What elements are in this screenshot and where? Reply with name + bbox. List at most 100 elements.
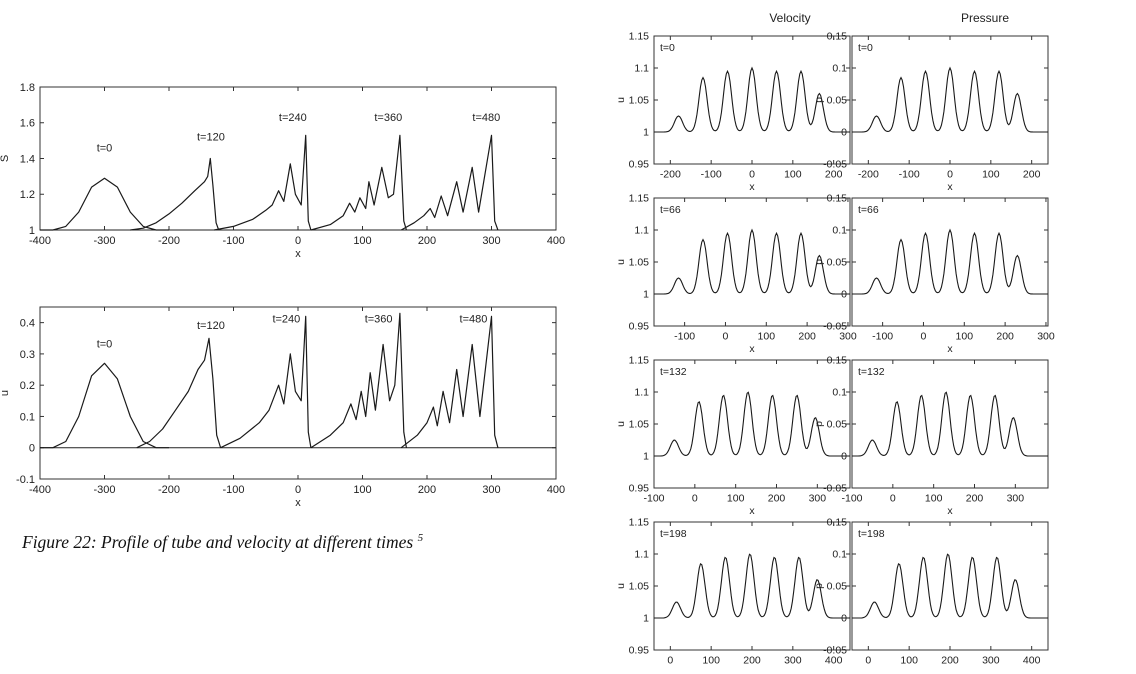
caption-text: Figure 22: Profile of tube and velocity … <box>22 532 414 552</box>
vel-t0-ylabel: u <box>615 97 627 103</box>
vel-t66-ylabel: u <box>615 259 627 265</box>
vel-t66-xtick-label: 100 <box>758 331 776 343</box>
vel-t132-curve <box>654 391 850 457</box>
vel-t132-xlabel: x <box>749 505 755 517</box>
pres-t0-xtick-label: -100 <box>899 169 920 181</box>
pres-t0-xtick-label: -200 <box>858 169 879 181</box>
u-profile-xtick-label: -300 <box>93 484 115 496</box>
S-profile-xtick-label: 0 <box>295 235 301 247</box>
vel-t132-ytick-label: 0.95 <box>629 483 650 495</box>
S-profile-xtick-label: 200 <box>418 235 436 247</box>
u-profile-series-3 <box>310 312 407 449</box>
pres-t132-ytick-label: -0.05 <box>823 483 847 495</box>
u-profile-xtick-label: 300 <box>482 484 500 496</box>
vel-t198-xtick-label: 400 <box>825 655 843 667</box>
vel-t132-ytick-label: 1.05 <box>629 419 650 431</box>
S-profile-series-3 <box>310 134 407 231</box>
velocity-column-title: Velocity <box>769 11 810 25</box>
pres-t198-xtick-label: 200 <box>941 655 959 667</box>
S-profile-ytick-label: 1 <box>29 225 35 237</box>
pres-t132-curve <box>852 391 1048 457</box>
vel-t66-xtick-label: 300 <box>839 331 857 343</box>
u-profile-xtick-label: -200 <box>158 484 180 496</box>
pres-t0-ylabel: p <box>813 97 825 103</box>
pres-t132-frame <box>851 359 1049 489</box>
u-profile-xtick-label: -100 <box>222 484 244 496</box>
u-profile-xtick-label: 200 <box>418 484 436 496</box>
vel-t198-ytick-label: 1.1 <box>634 549 649 561</box>
pres-t66-xtick-label: 0 <box>921 331 927 343</box>
S-profile-ytick-label: 1.8 <box>20 82 35 94</box>
vel-t0-ytick-label: 1.15 <box>629 31 650 43</box>
pres-t198-curve <box>852 553 1048 619</box>
u-profile-time-label: t=240 <box>272 314 300 326</box>
pres-t198-xtick-label: 300 <box>982 655 1000 667</box>
pres-t0-curve <box>852 66 1048 133</box>
pres-t66-xtick-label: 300 <box>1037 331 1055 343</box>
vel-t0-ytick-label: 0.95 <box>629 159 650 171</box>
vel-t198-plot: 0 100 200 300 400 0.95 1 1.05 1.1 1.15 u t=198 <box>615 517 851 667</box>
vel-t132-xtick-label: -100 <box>643 493 664 505</box>
S-profile-ytick-label: 1.4 <box>20 153 35 165</box>
vel-t0-xtick-label: 200 <box>825 169 843 181</box>
S-profile-xtick-label: 100 <box>353 235 371 247</box>
vel-t198-ylabel: u <box>615 583 627 589</box>
pres-t0-ytick-label: 0 <box>841 127 847 139</box>
vel-t198-ytick-label: 0.95 <box>629 645 650 657</box>
pres-t132-ylabel: p <box>813 421 825 427</box>
vel-t66-plot: -100 0 100 200 300 0.95 1 1.05 1.1 1.15 x u t=66 <box>615 193 857 355</box>
vel-t132-ytick-label: 1 <box>643 451 649 463</box>
vel-t198-ytick-label: 1 <box>643 613 649 625</box>
S-profile-xtick-label: -200 <box>158 235 180 247</box>
vel-t132-ytick-label: 1.15 <box>629 355 650 367</box>
u-profile-series-2 <box>220 315 312 449</box>
u-profile-ytick-label: 0 <box>29 443 35 455</box>
pres-t132-ytick-label: 0.1 <box>832 387 847 399</box>
pres-t198-ytick-label: 0.1 <box>832 549 847 561</box>
S-profile-time-label: t=240 <box>279 112 307 124</box>
pres-t132-time-label: t=132 <box>858 366 885 378</box>
pres-t66-ytick-label: 0.15 <box>827 193 848 205</box>
pres-t0-ytick-label: 0.05 <box>827 95 848 107</box>
pres-t132-ytick-label: 0 <box>841 451 847 463</box>
pres-t198-xtick-label: 0 <box>865 655 871 667</box>
pres-t0-xtick-label: 0 <box>947 169 953 181</box>
S-profile-time-label: t=0 <box>97 142 113 154</box>
vel-t66-xtick-label: -100 <box>674 331 695 343</box>
vel-t132-time-label: t=132 <box>660 366 687 378</box>
u-profile-ytick-label: -0.1 <box>16 474 35 486</box>
u-profile-ytick-label: 0.4 <box>20 317 35 329</box>
vel-t66-xtick-label: 200 <box>798 331 816 343</box>
vel-t0-xtick-label: -200 <box>660 169 681 181</box>
pres-t66-xlabel: x <box>947 343 953 355</box>
S-profile-time-label: t=120 <box>197 132 225 144</box>
pres-t198-time-label: t=198 <box>858 528 885 540</box>
pres-t66-frame <box>851 197 1049 327</box>
pres-t66-ylabel: p <box>813 259 825 265</box>
vel-t132-xtick-label: 100 <box>727 493 745 505</box>
vel-t132-plot: -100 0 100 200 300 0.95 1 1.05 1.1 1.15 x u t=132 <box>615 355 851 517</box>
vel-t198-ytick-label: 1.05 <box>629 581 650 593</box>
S-profile-ylabel: S <box>0 155 11 162</box>
pres-t0-time-label: t=0 <box>858 42 873 54</box>
S-profile-xtick-label: 300 <box>482 235 500 247</box>
S-profile-xtick-label: -100 <box>222 235 244 247</box>
pres-t198-xtick-label: 100 <box>900 655 918 667</box>
vel-t66-ytick-label: 0.95 <box>629 321 650 333</box>
vel-t0-xlabel: x <box>749 181 755 193</box>
pres-t66-time-label: t=66 <box>858 204 879 216</box>
vel-t66-ytick-label: 1.15 <box>629 193 650 205</box>
pres-t66-ytick-label: 0.1 <box>832 225 847 237</box>
vel-t0-ytick-label: 1.05 <box>629 95 650 107</box>
S-profile-time-label: t=360 <box>374 112 402 124</box>
S-profile-series-0 <box>40 177 169 231</box>
pres-t66-ytick-label: 0 <box>841 289 847 301</box>
pres-t0-ytick-label: 0.1 <box>832 63 847 75</box>
pres-t132-xtick-label: -100 <box>841 493 862 505</box>
S-profile-xtick-label: -400 <box>29 235 51 247</box>
vel-t198-time-label: t=198 <box>660 528 687 540</box>
vel-t0-time-label: t=0 <box>660 42 675 54</box>
u-profile-series-1 <box>136 337 222 449</box>
u-profile-xtick-label: 100 <box>353 484 371 496</box>
